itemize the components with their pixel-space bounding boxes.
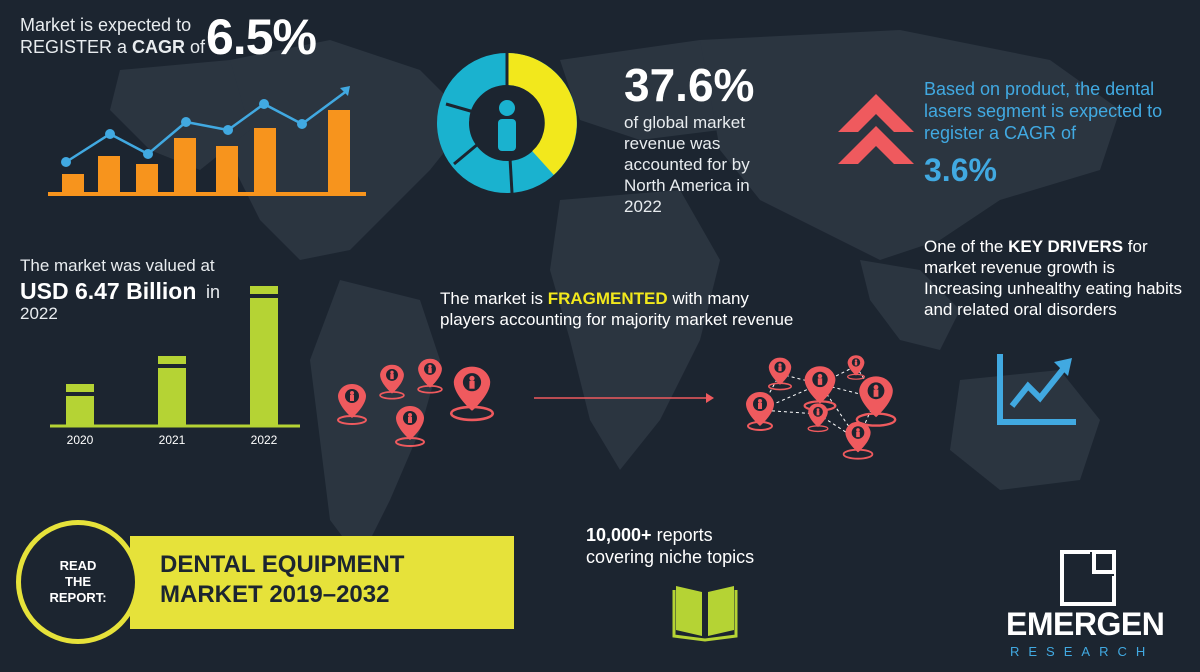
bar-stripe-2021 <box>158 364 186 368</box>
cagr-line1: Market is expected to <box>20 15 192 35</box>
fragmented-highlight: FRAGMENTED <box>547 289 668 308</box>
brand-subtitle: RESEARCH <box>1010 644 1155 659</box>
double-chevron-up-icon <box>838 94 914 164</box>
valuation-caption: The market was valued at <box>20 256 215 275</box>
valuation-in: in <box>206 282 221 302</box>
key-drivers-text: One of the KEY DRIVERS for market revenu… <box>924 236 1194 320</box>
reports-line2: covering niche topics <box>586 547 755 567</box>
north-america-description: of global market revenue was accounted f… <box>624 113 750 216</box>
report-title-line2[interactable]: MARKET 2019–2032 <box>160 581 390 608</box>
location-pins-left-icon <box>337 358 495 447</box>
north-america-donut-chart <box>437 53 577 194</box>
cagr-line2: REGISTER a CAGR of <box>20 36 205 58</box>
reports-line1-rest: reports <box>651 525 713 545</box>
key-drivers-post: for market revenue growth is Increasing … <box>924 237 1183 319</box>
reports-line1: 10,000+ reports <box>586 524 806 546</box>
dental-lasers-description: Based on product, the dental lasers segm… <box>924 79 1163 143</box>
emergen-logo-icon <box>1060 550 1116 606</box>
valuation-amount: USD 6.47 Billion <box>20 278 197 304</box>
open-book-icon <box>672 586 738 642</box>
year-label-2020: 2020 <box>67 433 94 447</box>
bar-stripe-2022 <box>250 294 278 298</box>
cagr-line2-pre: REGISTER a <box>20 37 133 57</box>
report-title-line1[interactable]: DENTAL EQUIPMENT <box>160 551 405 578</box>
cagr-line2-bold: CAGR <box>132 37 186 57</box>
cagr-value: 6.5% <box>206 9 317 65</box>
arrow-right-icon <box>534 393 714 403</box>
north-america-percent: 37.6% <box>624 59 755 111</box>
person-icon <box>498 100 516 151</box>
read-label-line2[interactable]: THE <box>65 574 91 589</box>
read-report-button[interactable]: READ THE REPORT: <box>16 520 140 644</box>
brand-name: EMERGEN <box>1006 606 1165 642</box>
fragmented-text: The market is FRAGMENTED with many playe… <box>440 288 800 330</box>
key-drivers-bold: KEY DRIVERS <box>1008 237 1124 256</box>
cagr-line2-post: of <box>185 37 206 57</box>
fragmented-post: with many players accounting for majorit… <box>440 289 794 329</box>
cagr-caption: Market is expected to REGISTER a CAGR of <box>20 14 205 58</box>
dental-lasers-cagr: 3.6% <box>924 152 997 188</box>
fragmented-pre: The market is <box>440 289 548 308</box>
bar-2022 <box>250 286 278 426</box>
valuation-year: 2022 <box>20 304 58 323</box>
reports-count: 10,000+ <box>586 525 652 545</box>
read-label-line3[interactable]: REPORT: <box>49 590 107 605</box>
trend-up-icon <box>997 354 1076 425</box>
location-network-icon <box>746 355 897 460</box>
report-title-banner[interactable] <box>130 536 514 629</box>
growth-chart-icon <box>48 86 366 196</box>
key-drivers-pre: One of the <box>924 237 1009 256</box>
reports-text: 10,000+ reports covering niche topics <box>586 524 806 568</box>
market-value-bar-chart: 2020 2021 2022 <box>50 286 300 447</box>
read-report-label[interactable]: READ THE REPORT: <box>49 558 106 606</box>
read-label-line1[interactable]: READ <box>59 558 97 573</box>
report-title[interactable]: DENTAL EQUIPMENT MARKET 2019–2032 <box>160 550 404 610</box>
bar-stripe-2020 <box>66 392 94 396</box>
bar-2020 <box>66 384 94 426</box>
year-label-2021: 2021 <box>159 433 186 447</box>
year-label-2022: 2022 <box>251 433 278 447</box>
